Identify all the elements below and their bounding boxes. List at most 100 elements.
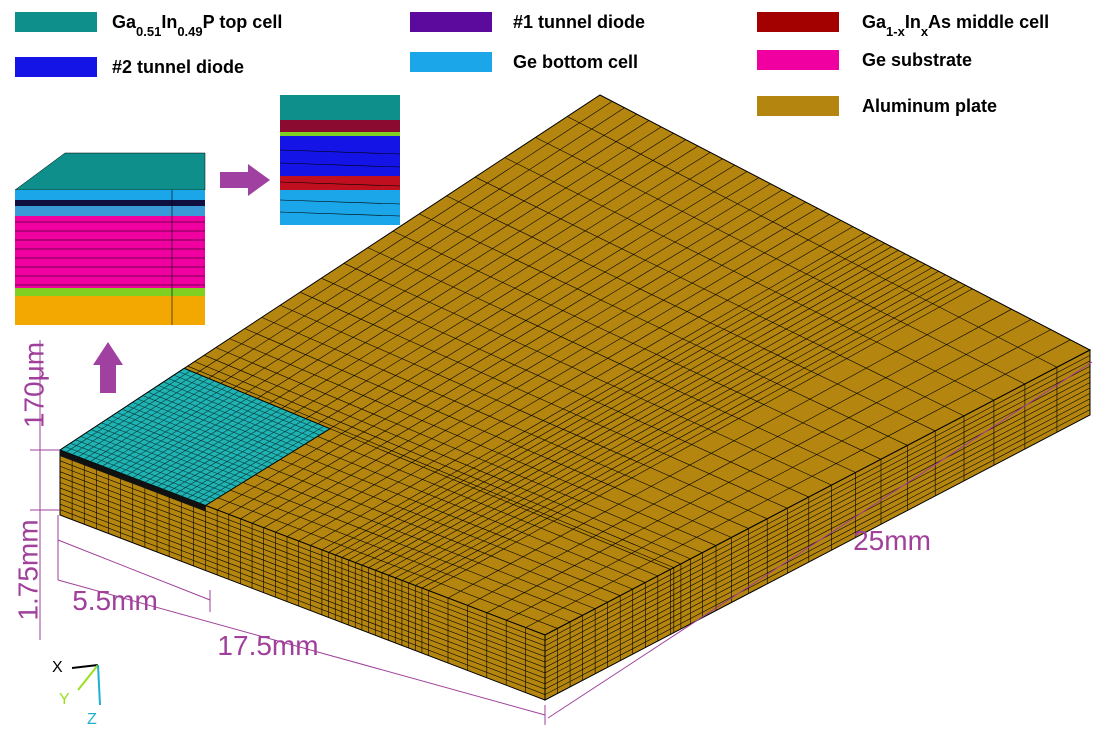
legend-label-part: 0.51 — [136, 24, 161, 39]
legend-label-part: x — [921, 24, 929, 39]
legend-swatch — [757, 96, 839, 116]
layer-line — [279, 211, 401, 217]
mesh-line — [361, 253, 906, 566]
legend-label: Ga0.51In0.49P top cell — [112, 12, 282, 39]
layer-line — [279, 181, 401, 187]
legend-label-part: Ga — [862, 12, 887, 32]
legend-label: #1 tunnel diode — [513, 12, 645, 32]
layer-line — [279, 162, 401, 168]
mesh-line — [229, 338, 717, 546]
layer-line — [59, 360, 1091, 647]
dimension-label: 25mm — [853, 525, 931, 556]
layer-line — [59, 403, 1091, 690]
legend-label-part: #1 tunnel diode — [513, 12, 645, 32]
mesh-line — [368, 256, 912, 568]
mesh-line — [567, 116, 1058, 368]
mesh-line — [199, 425, 325, 504]
legend-label: Aluminum plate — [862, 96, 997, 116]
layer-line — [59, 365, 1091, 652]
mesh-line — [187, 365, 674, 568]
mesh-line — [228, 183, 771, 515]
mesh-line — [194, 361, 682, 565]
mesh-line — [341, 242, 885, 558]
legend-label-part: 0.49 — [177, 24, 202, 39]
legend-label-part: As middle cell — [928, 12, 1049, 32]
legend: Ga0.51In0.49P top cell #1 tunnel diode Ga1… — [15, 12, 1049, 116]
top-cell-edge — [60, 450, 206, 512]
legend-label-part: P top cell — [203, 12, 283, 32]
mesh-line — [401, 274, 946, 581]
axis-triad: X Y Z — [52, 659, 101, 728]
dimension-lines — [30, 340, 1093, 725]
mesh-line — [355, 249, 899, 563]
mesh-line — [408, 278, 953, 584]
mesh-line — [328, 235, 872, 553]
legend-swatch — [757, 50, 839, 70]
dimension-label: 1.75mm — [12, 519, 43, 620]
legend-label: #2 tunnel diode — [112, 57, 244, 77]
mesh-line — [343, 263, 832, 486]
layer-line — [59, 387, 1091, 674]
mesh-line — [599, 94, 1091, 351]
mesh-line — [348, 246, 892, 561]
mesh-line — [388, 267, 933, 576]
mesh-line — [215, 347, 703, 554]
mesh-line — [504, 157, 995, 401]
mesh-line — [421, 285, 966, 589]
layer-line — [59, 371, 1091, 657]
mesh-line — [178, 371, 325, 433]
mesh-line — [367, 247, 856, 473]
mesh-line — [298, 220, 842, 542]
mesh-line — [335, 239, 879, 556]
mesh-line — [187, 420, 312, 499]
mesh-line — [467, 308, 1012, 606]
legend-swatch — [410, 52, 492, 72]
axis-label: X — [52, 659, 63, 676]
mesh-line — [525, 339, 1071, 628]
dimension-label: 5.5mm — [72, 585, 158, 616]
legend-swatch — [15, 12, 97, 32]
layer-line — [59, 382, 1091, 668]
mesh-line — [275, 207, 818, 533]
mesh-line — [299, 291, 788, 509]
mesh-line — [193, 423, 319, 502]
layer-line — [59, 409, 1091, 695]
mesh-line — [244, 328, 732, 538]
mesh-line — [428, 288, 973, 591]
mesh-line — [286, 214, 830, 537]
mesh-line — [486, 319, 1032, 614]
legend-label-part: In — [905, 12, 921, 32]
mesh-line — [321, 277, 809, 498]
mesh-line — [544, 349, 1091, 636]
mesh-line — [392, 230, 882, 460]
mesh-line — [263, 201, 806, 528]
mesh-line — [475, 176, 965, 417]
legend-label-part: Ge bottom cell — [513, 52, 638, 72]
legend-label: Ga1-xInxAs middle cell — [862, 12, 1049, 39]
legend-label: Ge bottom cell — [513, 52, 638, 72]
mesh-line — [381, 263, 926, 574]
mesh-line — [419, 213, 908, 446]
mesh-line — [395, 271, 939, 579]
mesh-line — [375, 260, 919, 571]
dimension-label: 17.5mm — [217, 630, 318, 661]
legend-label-part: Ge substrate — [862, 50, 972, 70]
mesh-line — [163, 381, 310, 442]
legend-label-part: Ga — [112, 12, 137, 32]
axis-label: Y — [59, 691, 70, 708]
mesh-line — [321, 232, 865, 551]
mesh-line — [216, 177, 759, 511]
legend-swatch — [410, 12, 492, 32]
mesh-line — [415, 281, 960, 586]
layer-line — [279, 149, 401, 155]
insets — [14, 95, 401, 393]
layer-line — [59, 355, 1091, 641]
mesh-line — [168, 378, 315, 439]
mesh-line — [446, 195, 936, 432]
layer-line — [59, 393, 1091, 679]
layer-line — [59, 376, 1091, 663]
layer-line — [59, 398, 1091, 685]
axis-label: Z — [87, 711, 97, 728]
mesh-line — [261, 317, 749, 529]
